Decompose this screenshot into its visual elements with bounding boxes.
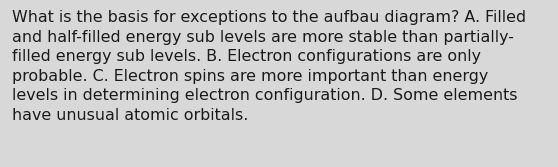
Text: What is the basis for exceptions to the aufbau diagram? A. Filled
and half-fille: What is the basis for exceptions to the … <box>12 10 526 123</box>
